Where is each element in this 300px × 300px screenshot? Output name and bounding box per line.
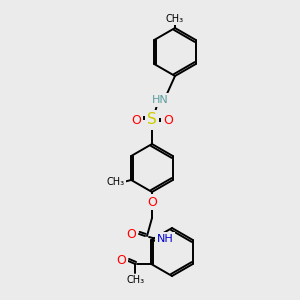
Text: CH₃: CH₃ xyxy=(126,275,144,285)
Text: HN: HN xyxy=(152,95,168,105)
Text: O: O xyxy=(116,254,126,268)
Text: O: O xyxy=(147,196,157,208)
Text: NH: NH xyxy=(157,234,173,244)
Text: O: O xyxy=(126,227,136,241)
Text: CH₃: CH₃ xyxy=(106,177,124,187)
Text: O: O xyxy=(163,113,173,127)
Text: O: O xyxy=(131,113,141,127)
Text: S: S xyxy=(147,112,157,128)
Text: CH₃: CH₃ xyxy=(166,14,184,24)
